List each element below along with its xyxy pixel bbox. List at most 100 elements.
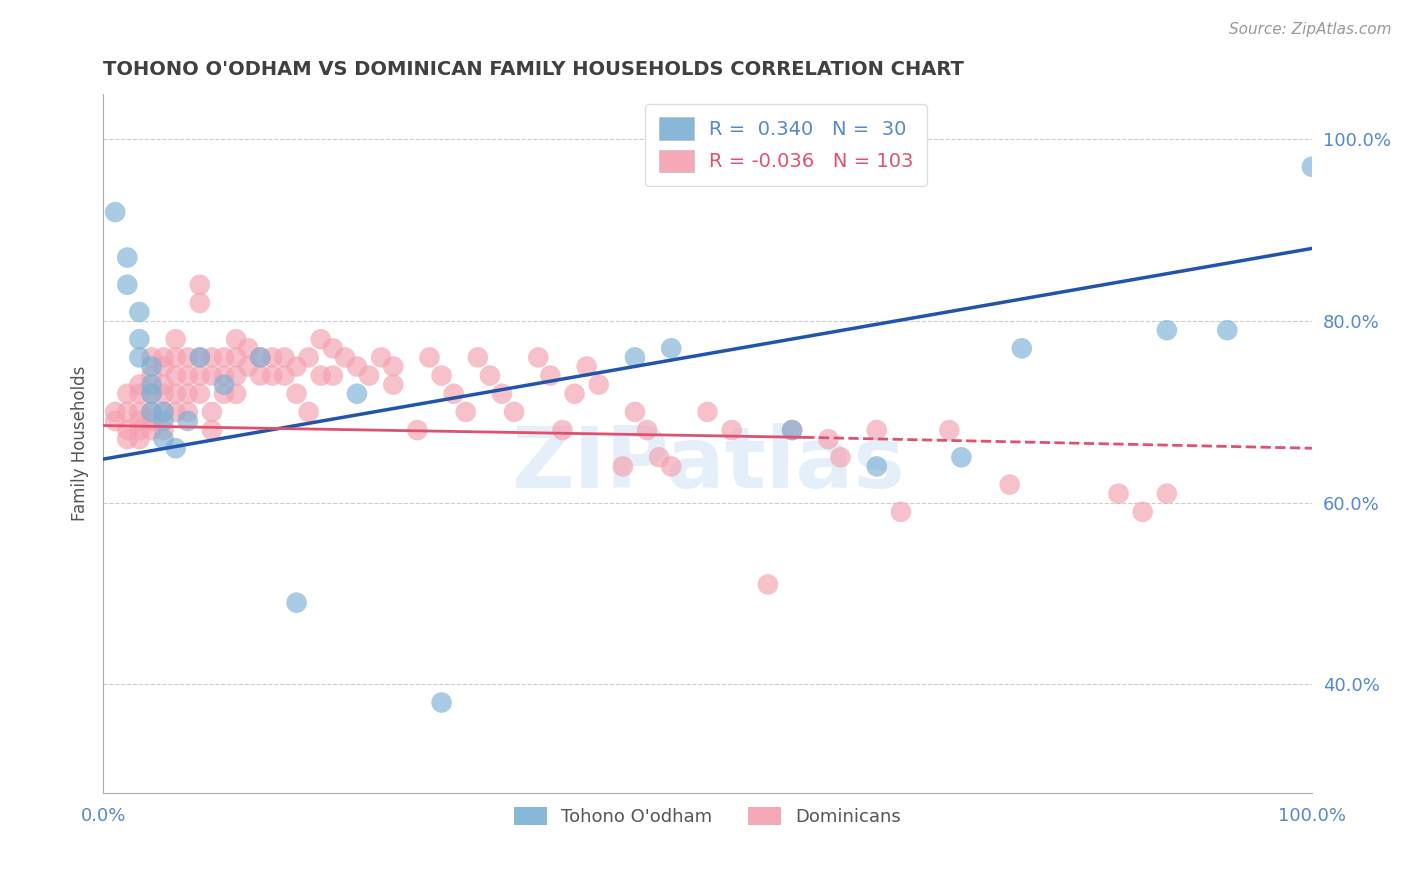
Point [201,405,224,419]
Point [720,423,742,437]
Point [128,405,150,419]
Point [1216,323,1239,337]
Point [333,351,356,365]
Point [309,368,332,383]
Point [152,351,174,365]
Point [165,332,187,346]
Point [1156,486,1178,500]
Point [756,577,779,591]
Point [938,423,960,437]
Point [141,386,163,401]
Text: Source: ZipAtlas.com: Source: ZipAtlas.com [1229,22,1392,37]
Point [104,405,127,419]
Point [262,351,284,365]
Point [104,205,127,219]
Point [188,351,211,365]
Point [152,423,174,437]
Point [117,423,139,437]
Point [238,359,260,374]
Point [152,432,174,446]
Point [212,377,235,392]
Legend: Tohono O'odham, Dominicans: Tohono O'odham, Dominicans [506,799,908,833]
Point [117,386,139,401]
Text: TOHONO O'ODHAM VS DOMINICAN FAMILY HOUSEHOLDS CORRELATION CHART: TOHONO O'ODHAM VS DOMINICAN FAMILY HOUSE… [103,60,965,78]
Point [780,423,803,437]
Point [165,405,187,419]
Point [454,405,477,419]
Point [1156,323,1178,337]
Point [503,405,526,419]
Point [188,296,211,310]
Point [141,368,163,383]
Point [188,351,211,365]
Point [1011,342,1033,356]
Text: 100.0%: 100.0% [1278,807,1346,825]
Point [262,368,284,383]
Point [780,423,803,437]
Point [382,377,405,392]
Point [890,505,912,519]
Point [188,368,211,383]
Point [165,351,187,365]
Point [225,368,247,383]
Point [212,368,235,383]
Point [152,405,174,419]
Point [406,423,429,437]
Point [249,351,271,365]
Point [152,414,174,428]
Point [430,368,453,383]
Point [322,368,344,383]
Point [624,351,647,365]
Point [285,596,308,610]
Point [141,359,163,374]
Point [659,342,682,356]
Point [188,386,211,401]
Point [238,342,260,356]
Point [128,423,150,437]
Point [128,386,150,401]
Point [152,386,174,401]
Point [1301,160,1323,174]
Point [201,351,224,365]
Point [588,377,610,392]
Point [165,386,187,401]
Point [830,450,852,465]
Point [357,368,380,383]
Point [467,351,489,365]
Point [298,405,321,419]
Point [370,351,392,365]
Point [624,405,647,419]
Point [128,432,150,446]
Point [950,450,973,465]
Point [128,305,150,319]
Point [418,351,440,365]
Point [1108,486,1130,500]
Point [141,414,163,428]
Point [249,351,271,365]
Point [346,359,368,374]
Point [141,351,163,365]
Point [636,423,658,437]
Point [152,377,174,392]
Point [141,405,163,419]
Point [117,277,139,292]
Text: ZIPatlas: ZIPatlas [510,423,904,506]
Point [188,277,211,292]
Point [212,351,235,365]
Point [201,368,224,383]
Point [285,386,308,401]
Point [141,377,163,392]
Point [443,386,465,401]
Point [152,405,174,419]
Point [285,359,308,374]
Point [382,359,405,374]
Point [177,414,200,428]
Point [177,368,200,383]
Point [1132,505,1154,519]
Point [141,423,163,437]
Point [177,386,200,401]
Point [430,696,453,710]
Point [273,368,295,383]
Point [696,405,718,419]
Point [177,405,200,419]
